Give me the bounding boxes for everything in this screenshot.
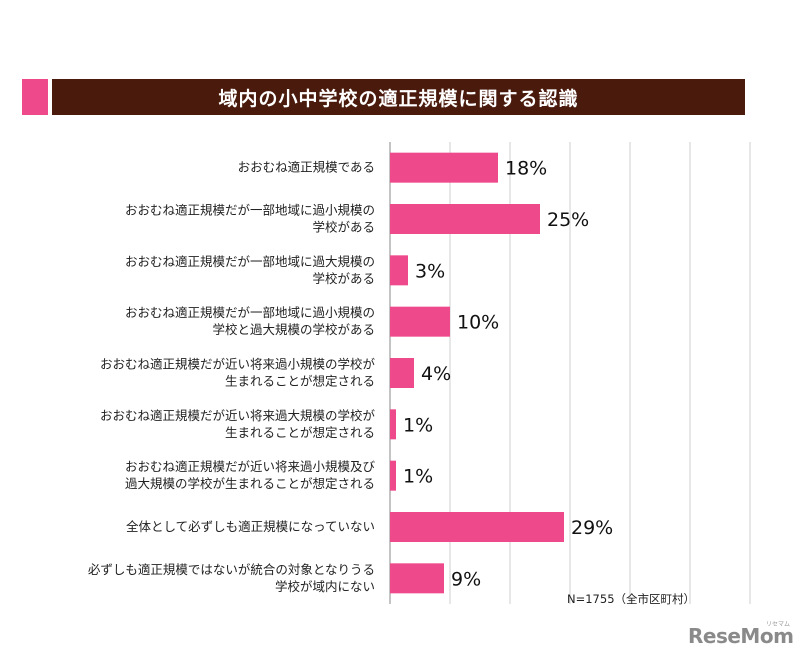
category-label: 生まれることが想定される: [225, 425, 375, 440]
category-label: 学校がある: [312, 220, 375, 235]
category-label: おおむね適正規模だが一部地域に過小規模の: [125, 305, 375, 320]
bar: [390, 512, 564, 542]
bar: [390, 409, 396, 440]
value-label: 18%: [505, 158, 547, 180]
chart-title-bar: 域内の小中学校の適正規模に関する認識: [22, 79, 745, 115]
category-label: 学校と過大規模の学校がある: [212, 322, 375, 337]
category-label: おおむね適正規模だが一部地域に過大規模の: [125, 254, 375, 269]
title-accent-block: [22, 79, 48, 115]
category-label: 生まれることが想定される: [225, 374, 375, 389]
category-label: 学校が域内にない: [275, 579, 375, 594]
category-label: おおむね適正規模だが一部地域に過小規模の: [125, 203, 375, 218]
category-label: 必ずしも適正規模ではないが統合の対象となりうる: [88, 562, 375, 577]
sample-size-note: N=1755（全市区町村）: [567, 592, 696, 606]
chart-title: 域内の小中学校の適正規模に関する認識: [52, 79, 745, 115]
category-label: おおむね適正規模だが近い将来過小規模及び: [125, 459, 376, 474]
value-label: 9%: [451, 568, 481, 590]
category-label: おおむね適正規模だが近い将来過大規模の学校が: [100, 408, 376, 423]
bar: [390, 255, 408, 286]
value-label: 4%: [421, 363, 451, 385]
value-label: 1%: [403, 414, 433, 436]
bar: [390, 204, 540, 234]
resemom-logo: ReseMom: [688, 624, 794, 648]
value-label: 1%: [403, 466, 433, 488]
category-label: おおむね適正規模だが近い将来過小規模の学校が: [100, 357, 376, 372]
bar: [390, 563, 444, 594]
value-label: 25%: [547, 209, 589, 231]
category-label: 過大規模の学校が生まれることが想定される: [125, 476, 375, 491]
bar: [390, 358, 414, 388]
bar: [390, 306, 450, 337]
value-label: 10%: [457, 312, 499, 334]
category-label: 全体として必ずしも適正規模になっていない: [126, 519, 375, 534]
resemom-logo-subtext: リセマム: [766, 621, 791, 628]
category-label: おおむね適正規模である: [238, 160, 375, 175]
value-label: 29%: [571, 517, 613, 539]
bar: [390, 152, 498, 183]
category-label: 学校がある: [312, 271, 375, 286]
bar: [390, 460, 396, 491]
value-label: 3%: [415, 260, 445, 282]
